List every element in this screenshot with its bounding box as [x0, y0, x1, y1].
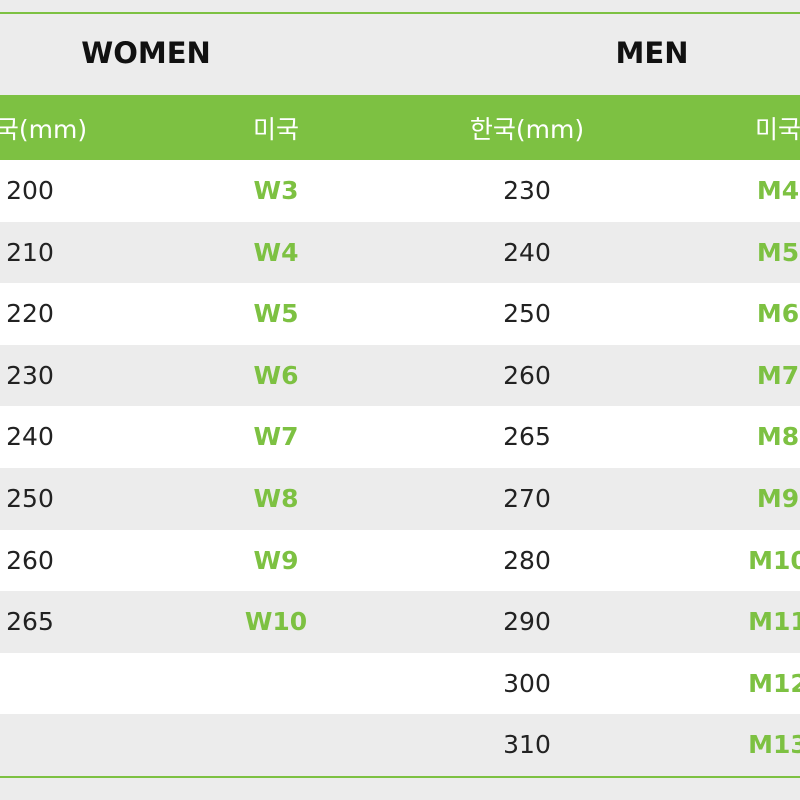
kr-size: 270 — [503, 484, 551, 513]
row-bg — [0, 344, 800, 407]
us-size: M8 — [756, 422, 800, 452]
kr-size: 265 — [503, 422, 551, 452]
kr-size: 290 — [503, 607, 551, 637]
group-title: WOMEN — [81, 36, 211, 70]
kr-size: 230 — [503, 176, 551, 205]
us-size: M4 — [756, 176, 800, 205]
kr-size: 250 — [6, 484, 54, 513]
us-size: M9 — [756, 484, 800, 513]
row-bg — [0, 529, 800, 592]
kr-size: 210 — [6, 237, 54, 267]
group-title: MEN — [615, 36, 689, 70]
us-size: W5 — [253, 299, 299, 329]
us-size: W7 — [253, 422, 299, 452]
us-size: W8 — [253, 484, 299, 513]
row-bg — [0, 160, 800, 222]
row-bg — [0, 283, 800, 345]
kr-size: 220 — [6, 299, 54, 329]
row-bg — [0, 714, 800, 776]
kr-size: 240 — [503, 237, 551, 267]
us-size: W3 — [253, 176, 299, 205]
row-bg — [0, 468, 800, 530]
kr-size: 265 — [6, 607, 54, 637]
us-size: W10 — [244, 607, 308, 637]
bottom-rule — [0, 776, 800, 778]
us-size: W9 — [253, 545, 299, 575]
kr-size: 280 — [503, 545, 551, 575]
us-size: M6 — [756, 299, 800, 329]
row-bg — [0, 221, 800, 284]
column-header: 미국 — [754, 115, 800, 144]
us-size: M12 — [748, 668, 800, 698]
us-size: M5 — [756, 237, 800, 267]
us-size: W6 — [253, 360, 299, 390]
us-size: M11 — [748, 607, 800, 637]
kr-size: 240 — [6, 422, 54, 452]
kr-size: 260 — [503, 360, 551, 390]
kr-size: 310 — [503, 730, 551, 760]
kr-size: 250 — [503, 299, 551, 329]
row-bg — [0, 591, 800, 653]
header-band — [0, 95, 800, 160]
column-header: 한국(mm) — [0, 115, 88, 144]
kr-size: 260 — [6, 545, 54, 575]
us-size: M7 — [756, 360, 800, 390]
column-header: 미국 — [252, 115, 300, 144]
top-rule — [0, 12, 800, 14]
column-header: 한국(mm) — [469, 115, 585, 144]
kr-size: 200 — [6, 176, 54, 205]
us-size: M10 — [748, 545, 800, 575]
kr-size: 300 — [503, 668, 551, 698]
us-size: W4 — [253, 237, 299, 267]
kr-size: 230 — [6, 360, 54, 390]
row-bg — [0, 406, 800, 468]
us-size: M13 — [748, 730, 800, 760]
row-bg — [0, 652, 800, 715]
